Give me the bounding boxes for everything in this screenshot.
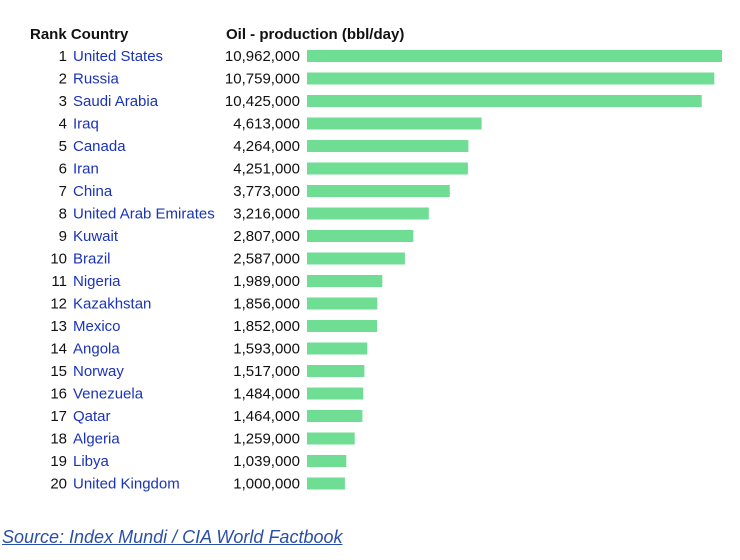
country-link[interactable]: Iraq: [73, 116, 99, 133]
country-link[interactable]: Norway: [73, 363, 124, 380]
rank-label: 6: [59, 161, 67, 178]
rank-label: 10: [50, 251, 67, 268]
rank-label: 18: [50, 431, 67, 448]
country-link[interactable]: Venezuela: [73, 386, 144, 403]
rank-label: 9: [59, 228, 67, 245]
bar: [307, 95, 702, 107]
value-label: 1,852,000: [233, 318, 300, 335]
header-rank-country: Rank Country: [30, 26, 129, 43]
value-label: 2,587,000: [233, 251, 300, 268]
rank-label: 13: [50, 318, 67, 335]
bar: [307, 185, 450, 197]
value-label: 10,962,000: [225, 48, 300, 65]
bar: [307, 432, 355, 445]
country-link[interactable]: Brazil: [73, 251, 111, 268]
bar: [307, 275, 383, 287]
country-link[interactable]: Russia: [73, 71, 120, 88]
value-label: 1,000,000: [233, 476, 300, 493]
country-link[interactable]: Libya: [73, 453, 110, 470]
value-label: 1,517,000: [233, 363, 300, 380]
rank-label: 20: [50, 476, 67, 493]
bar: [307, 50, 722, 62]
rank-label: 1: [59, 48, 67, 65]
country-link[interactable]: Algeria: [73, 431, 120, 448]
bar: [307, 455, 347, 467]
value-label: 10,425,000: [225, 93, 300, 110]
rank-label: 14: [50, 341, 67, 358]
country-link[interactable]: Qatar: [73, 408, 111, 425]
value-label: 1,989,000: [233, 273, 300, 290]
bar: [307, 252, 405, 265]
rank-label: 8: [59, 206, 67, 223]
value-label: 1,484,000: [233, 386, 300, 403]
value-label: 10,759,000: [225, 71, 300, 88]
bar: [307, 72, 715, 85]
country-link[interactable]: United Arab Emirates: [73, 206, 215, 223]
bar: [307, 365, 365, 377]
value-label: 4,251,000: [233, 161, 300, 178]
value-label: 1,039,000: [233, 453, 300, 470]
bar: [307, 320, 378, 332]
rank-label: 5: [59, 138, 67, 155]
bar: [307, 387, 364, 400]
bar: [307, 410, 363, 422]
rank-label: 11: [51, 273, 67, 290]
value-label: 3,216,000: [233, 206, 300, 223]
value-label: 1,856,000: [233, 296, 300, 313]
value-label: 1,593,000: [233, 341, 300, 358]
oil-production-chart: Rank Country Oil - production (bbl/day)1 U…: [30, 26, 722, 493]
rank-label: 4: [59, 116, 67, 133]
bar: [307, 207, 429, 220]
country-link[interactable]: Nigeria: [73, 273, 121, 290]
value-label: 1,259,000: [233, 431, 300, 448]
rank-label: 15: [50, 363, 67, 380]
country-link[interactable]: United Kingdom: [73, 476, 180, 493]
value-label: 2,807,000: [233, 228, 300, 245]
rank-label: 3: [59, 93, 67, 110]
country-link[interactable]: Iran: [73, 161, 99, 178]
country-link[interactable]: Mexico: [73, 318, 121, 335]
value-label: 3,773,000: [233, 183, 300, 200]
country-link[interactable]: Canada: [73, 138, 126, 155]
country-link[interactable]: China: [73, 183, 113, 200]
bar: [307, 140, 469, 152]
country-link[interactable]: Saudi Arabia: [73, 93, 159, 110]
country-link[interactable]: Kuwait: [73, 228, 119, 245]
country-link[interactable]: United States: [73, 48, 163, 65]
bar: [307, 117, 482, 130]
bar: [307, 477, 345, 490]
value-label: 4,264,000: [233, 138, 300, 155]
value-label: 4,613,000: [233, 116, 300, 133]
rank-label: 17: [50, 408, 67, 425]
country-link[interactable]: Kazakhstan: [73, 296, 151, 313]
rank-label: 12: [50, 296, 67, 313]
bar: [307, 342, 368, 355]
rank-label: 16: [50, 386, 67, 403]
header-value: Oil - production (bbl/day): [226, 26, 404, 43]
country-link[interactable]: Angola: [73, 341, 120, 358]
bar: [307, 230, 414, 242]
rank-label: 19: [50, 453, 67, 470]
value-label: 1,464,000: [233, 408, 300, 425]
bar: [307, 297, 378, 310]
bar: [307, 162, 468, 175]
rank-label: 7: [59, 183, 67, 200]
source-link[interactable]: Source: Index Mundi / CIA World Factbook: [2, 527, 343, 547]
rank-label: 2: [59, 71, 67, 88]
